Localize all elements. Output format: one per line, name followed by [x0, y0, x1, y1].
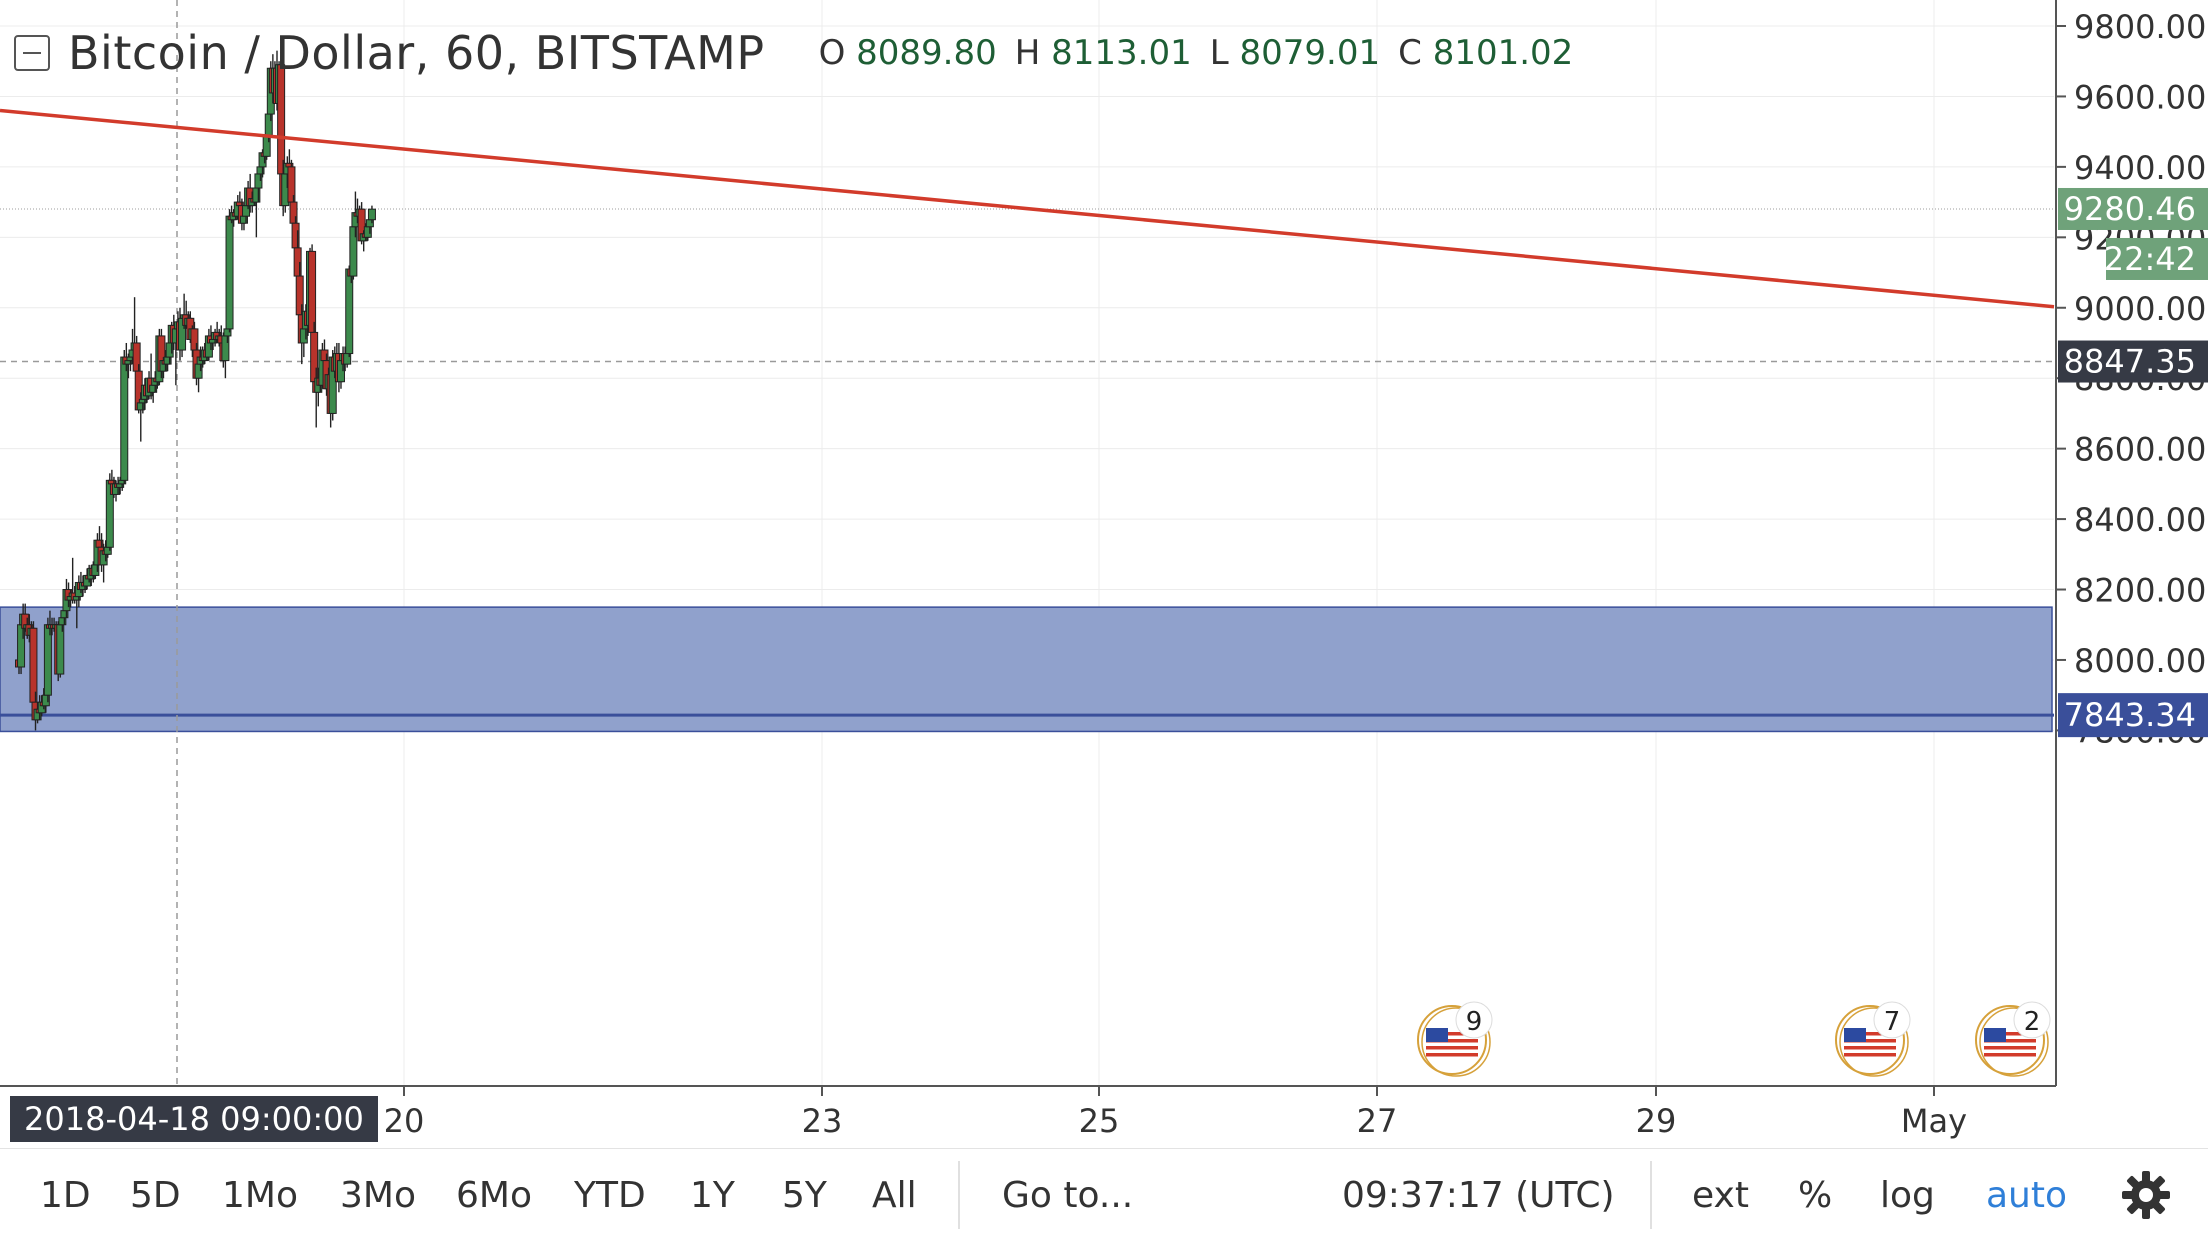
- crosshair-date-label: 2018-04-18 09:00:00: [10, 1096, 378, 1142]
- event-ring: [1835, 1005, 1905, 1075]
- candle-body-up: [367, 208, 376, 221]
- bar-countdown-label-text: 22:42: [2104, 240, 2196, 278]
- range-6mo-button[interactable]: 6Mo: [456, 1175, 532, 1216]
- event-count-badge: [2013, 1001, 2051, 1039]
- y-axis-tick-label: 8000.00: [2074, 642, 2206, 680]
- bar-countdown-label-bg: [2106, 237, 2208, 280]
- y-axis-tick-label: 9000.00: [2074, 290, 2206, 328]
- last-price-label-bg: [2058, 187, 2208, 230]
- candlestick-chart[interactable]: 972 9800.009600.009400.009200.009000.008…: [0, 0, 2208, 1148]
- line-price-label[interactable]: 7843.34: [2058, 693, 2208, 738]
- range-ytd-button[interactable]: YTD: [574, 1175, 646, 1216]
- range-5d-button[interactable]: 5D: [130, 1175, 181, 1216]
- log-scale-toggle[interactable]: log: [1880, 1175, 1935, 1216]
- bar-countdown-label[interactable]: 22:42: [2104, 237, 2208, 280]
- crosshair-price-label-text: 8847.35: [2064, 343, 2196, 381]
- range-5y-button[interactable]: 5Y: [782, 1175, 827, 1216]
- crosshair-price-label-bg: [2058, 340, 2208, 383]
- economic-event-marker[interactable]: 2: [1975, 1001, 2051, 1077]
- x-axis-tick-label: 25: [1079, 1102, 1120, 1140]
- last-price-label-text: 9280.46: [2064, 190, 2196, 228]
- percent-scale-toggle[interactable]: %: [1798, 1175, 1833, 1216]
- event-ring: [1839, 1007, 1909, 1077]
- ohlc-open: O 8089.80: [818, 33, 997, 73]
- event-ring: [1975, 1005, 2045, 1075]
- range-all-button[interactable]: All: [872, 1175, 917, 1216]
- candle-body-up: [56, 624, 65, 675]
- symbol-title[interactable]: Bitcoin / Dollar, 60, BITSTAMP: [68, 26, 765, 80]
- event-count-badge: [1455, 1001, 1493, 1039]
- y-axis-tick-label: 9600.00: [2074, 78, 2206, 116]
- event-count-badge: [1873, 1001, 1911, 1039]
- utc-clock[interactable]: 09:37:17 (UTC): [1342, 1175, 1615, 1216]
- bottom-toolbar: 1D 5D 1Mo 3Mo 6Mo YTD 1Y 5Y All Go to...…: [0, 1148, 2208, 1243]
- ext-hours-toggle[interactable]: ext: [1692, 1175, 1749, 1216]
- y-axis-tick-label: 9800.00: [2074, 8, 2206, 46]
- event-ring: [1417, 1005, 1487, 1075]
- toolbar-divider: [1650, 1161, 1652, 1229]
- y-axis-tick-label: 9400.00: [2074, 149, 2206, 187]
- candle[interactable]: [225, 209, 234, 333]
- ohlc-close: C 8101.02: [1398, 33, 1574, 73]
- crosshair-price-label[interactable]: 8847.35: [2058, 340, 2208, 383]
- range-1y-button[interactable]: 1Y: [690, 1175, 735, 1216]
- candle-body-down: [308, 250, 317, 333]
- y-axis-tick-label: 8600.00: [2074, 431, 2206, 469]
- candle-body-down: [277, 64, 286, 175]
- candle[interactable]: [367, 205, 376, 224]
- candle-body-up: [225, 215, 234, 330]
- range-1d-button[interactable]: 1D: [40, 1175, 91, 1216]
- x-axis-tick-label: 23: [802, 1102, 843, 1140]
- event-ring: [1979, 1007, 2049, 1077]
- collapse-icon[interactable]: [14, 35, 50, 71]
- ohlc-high: H 8113.01: [1014, 33, 1192, 73]
- range-3mo-button[interactable]: 3Mo: [340, 1175, 416, 1216]
- event-count: 9: [1466, 1007, 1483, 1037]
- economic-event-marker[interactable]: 9: [1417, 1001, 1493, 1077]
- support-zone[interactable]: [0, 606, 2053, 733]
- x-axis-tick-label: 29: [1636, 1102, 1677, 1140]
- trendline[interactable]: [0, 108, 2055, 309]
- y-axis-tick-label: 8200.00: [2074, 572, 2206, 610]
- x-axis-tick-label: 20: [384, 1102, 425, 1140]
- ohlc-values: O 8089.80 H 8113.01 L 8079.01 C 8101.02: [819, 33, 1574, 73]
- chart-legend: Bitcoin / Dollar, 60, BITSTAMP O 8089.80…: [14, 26, 1573, 80]
- gear-icon[interactable]: [2118, 1167, 2174, 1223]
- economic-event-marker[interactable]: 7: [1835, 1001, 1911, 1077]
- candle-body-up: [120, 356, 129, 481]
- range-1mo-button[interactable]: 1Mo: [222, 1175, 298, 1216]
- y-axis-tick-label: 8400.00: [2074, 501, 2206, 539]
- goto-date-button[interactable]: Go to...: [1002, 1175, 1134, 1216]
- toolbar-divider: [958, 1161, 960, 1229]
- ohlc-low: L 8079.01: [1209, 33, 1381, 73]
- line-price-label-bg: [2058, 693, 2208, 738]
- event-count: 2: [2024, 1007, 2041, 1037]
- event-ring: [1421, 1007, 1491, 1077]
- candle-body-down: [29, 627, 38, 703]
- x-axis-tick-label: 27: [1357, 1102, 1398, 1140]
- x-axis-tick-label: May: [1901, 1102, 1967, 1140]
- line-price-label-text: 7843.34: [2064, 696, 2196, 734]
- last-price-label[interactable]: 9280.46: [2058, 187, 2208, 230]
- auto-scale-toggle[interactable]: auto: [1986, 1175, 2068, 1216]
- event-count: 7: [1884, 1007, 1901, 1037]
